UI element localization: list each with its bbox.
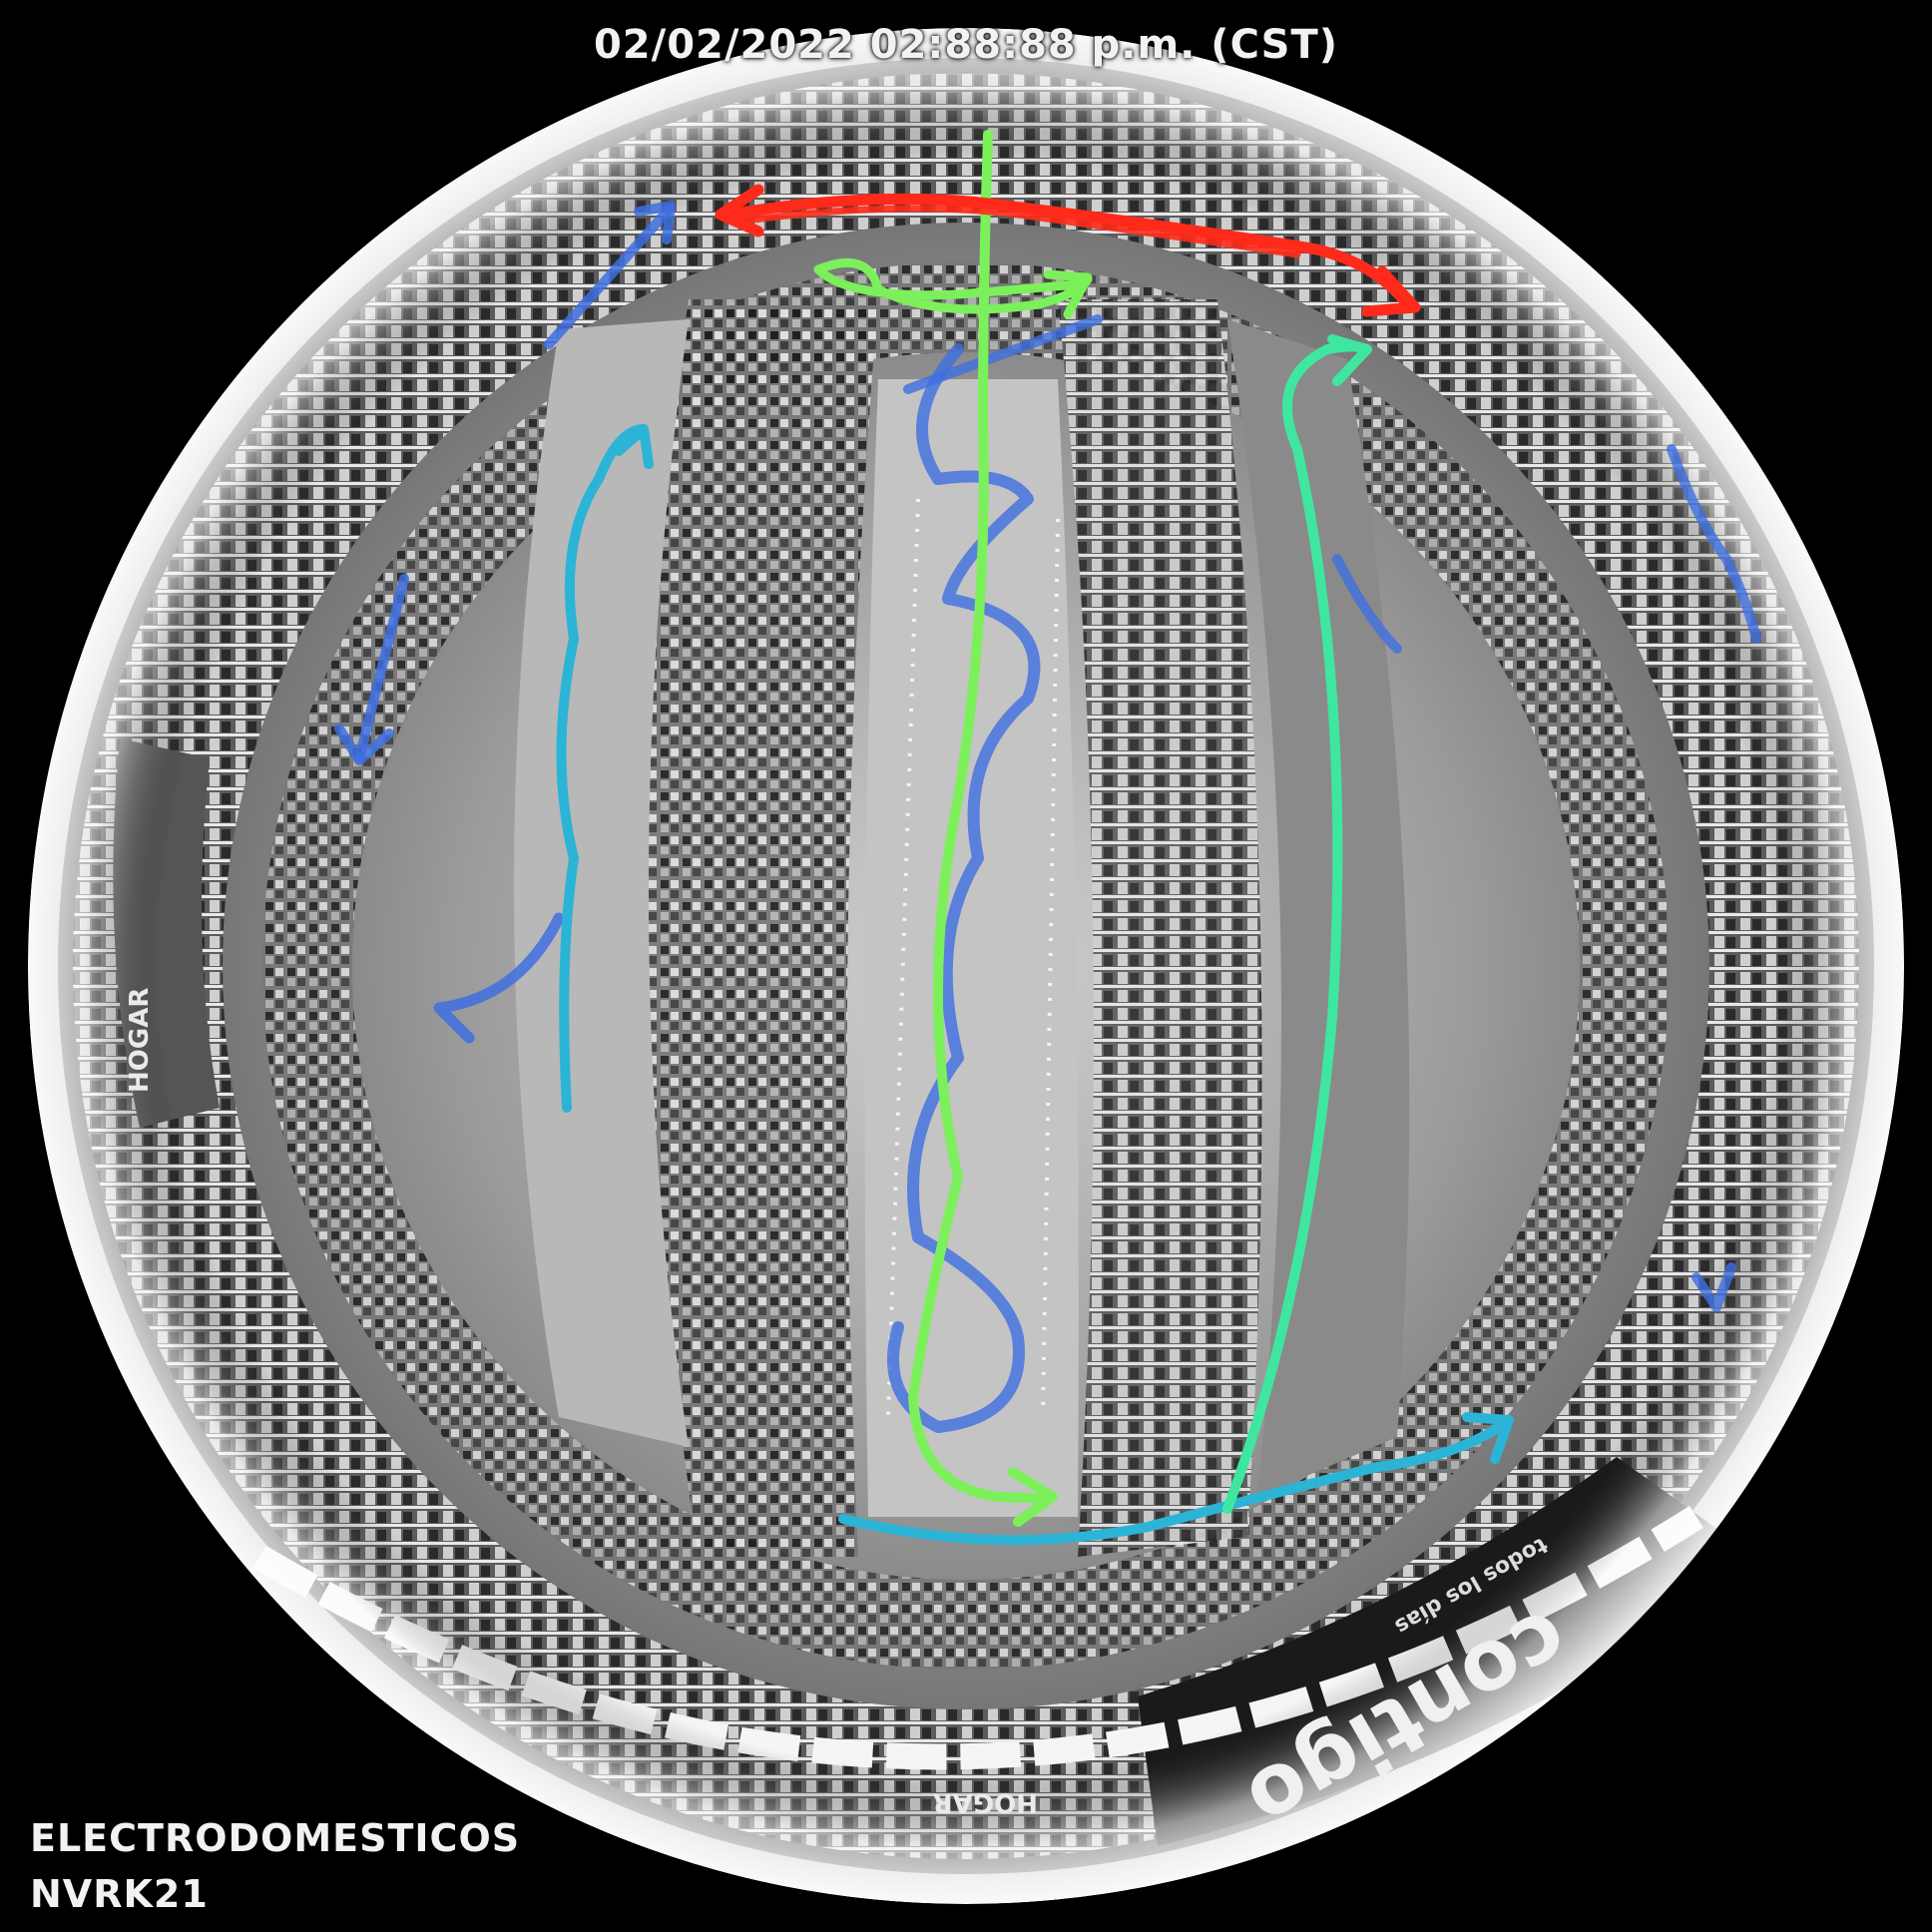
path-red-right-head (1361, 265, 1421, 317)
path-teal-right-aisle (1222, 341, 1370, 1514)
path-cyan-left-aisle (556, 424, 649, 1113)
path-blue-left-head (334, 724, 394, 765)
path-blue-right (1332, 554, 1402, 654)
camera-location-label: ELECTRODOMESTICOS (30, 1816, 521, 1860)
path-blue-mid-left (433, 912, 565, 1044)
path-blue-upper-left-head (634, 201, 676, 244)
path-blue-top (903, 314, 1103, 394)
camera-id-label: NVRK21 (30, 1872, 209, 1916)
path-red-top (723, 193, 1413, 310)
path-cyan-left-aisle-head (614, 424, 654, 469)
path-green-center-head (1008, 1467, 1058, 1527)
path-teal-right-aisle-head (1327, 334, 1372, 386)
path-blue-far-right (1667, 444, 1761, 644)
path-green-top-loop-head (1043, 269, 1093, 319)
path-blue-lower-right (1691, 1262, 1736, 1312)
bottom-wall-sign: HOGAR (933, 1787, 1038, 1817)
path-blue-aisle (887, 343, 1041, 1433)
left-wall-sign: HOGAR (125, 988, 155, 1093)
customer-paths (334, 130, 1761, 1546)
store-aisle-image (28, 28, 1904, 1904)
path-green-top-loop (813, 257, 1093, 314)
path-cyan-bottom-head (1462, 1412, 1514, 1464)
path-red-left-head (715, 184, 764, 238)
camera-timestamp: 02/02/2022 02:88:88 p.m. (CST) (593, 22, 1339, 68)
path-blue-left (354, 574, 409, 763)
path-blue-upper-left (544, 205, 674, 349)
path-green-center (908, 130, 1058, 1503)
path-red-top-inner (734, 205, 1301, 258)
